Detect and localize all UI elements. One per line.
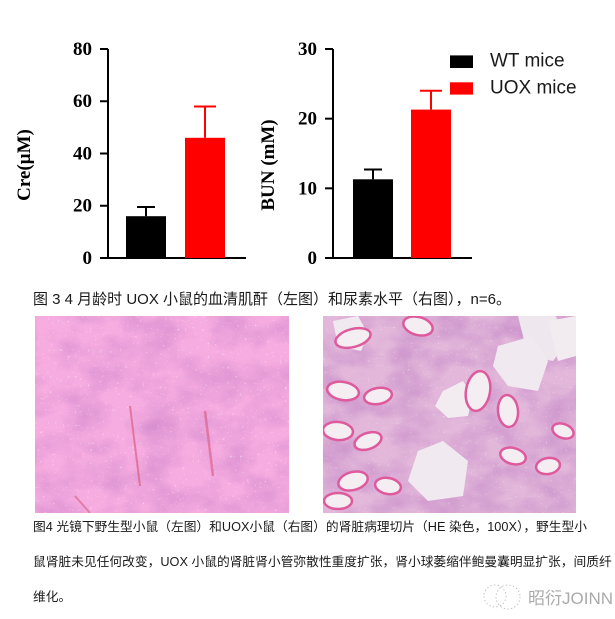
svg-text:0: 0 xyxy=(83,248,93,265)
svg-text:20: 20 xyxy=(73,196,92,217)
svg-text:30: 30 xyxy=(298,39,317,60)
svg-text:40: 40 xyxy=(73,144,92,165)
svg-text:WT mice: WT mice xyxy=(490,51,565,72)
svg-text:昭衍JOINN: 昭衍JOINN xyxy=(528,589,613,608)
svg-text:BUN (mM): BUN (mM) xyxy=(258,119,279,210)
svg-text:Cre(µM): Cre(µM) xyxy=(14,129,35,201)
svg-text:10: 10 xyxy=(298,178,317,199)
svg-text:60: 60 xyxy=(73,91,92,112)
svg-text:UOX mice: UOX mice xyxy=(490,78,577,99)
svg-text:0: 0 xyxy=(308,248,318,269)
svg-text:80: 80 xyxy=(73,39,92,60)
svg-text:20: 20 xyxy=(298,109,317,130)
